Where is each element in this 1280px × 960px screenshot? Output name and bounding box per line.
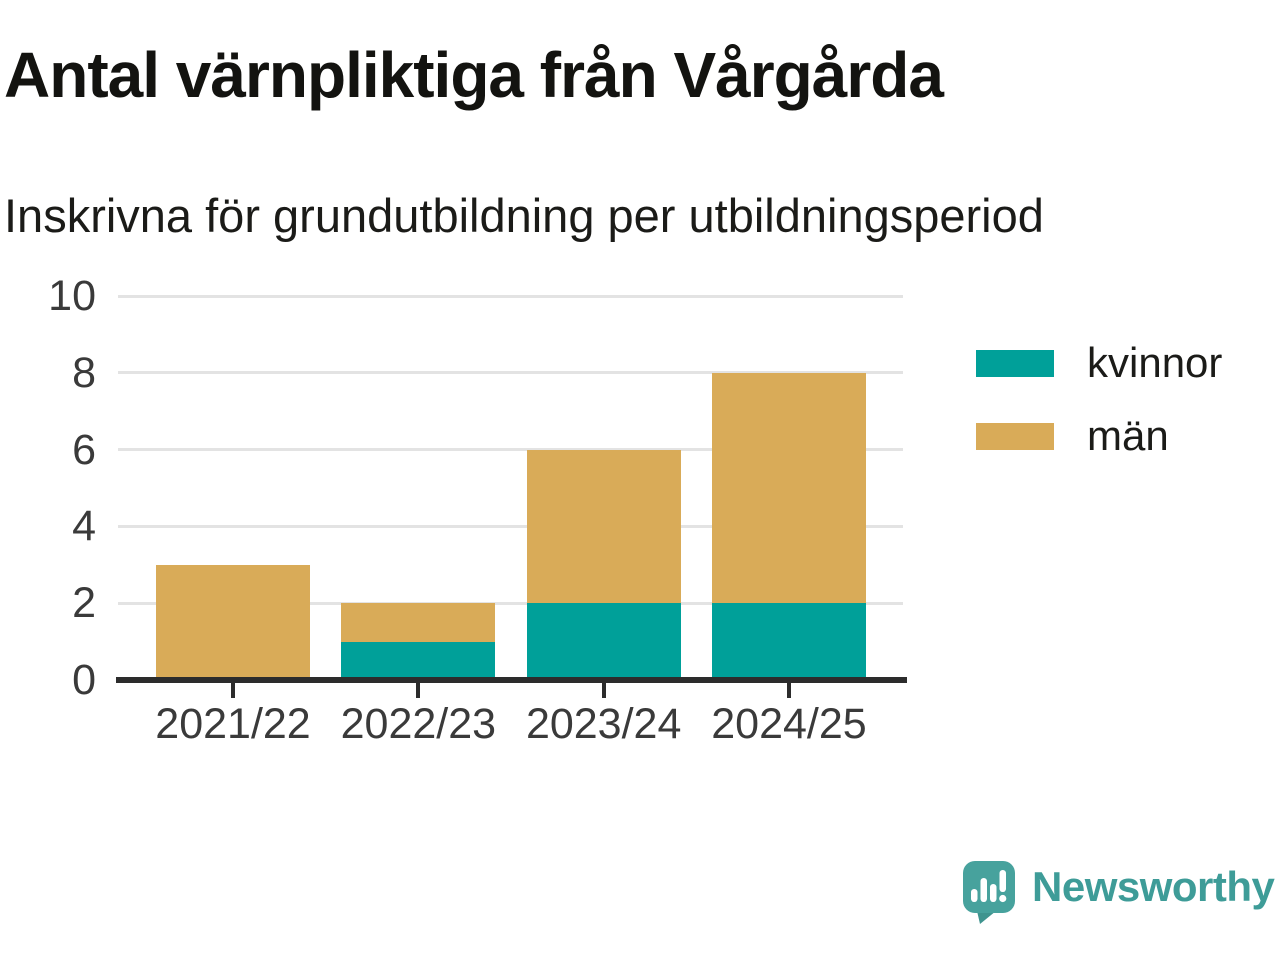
chart-subtitle: Inskrivna för grundutbildning per utbild… (4, 189, 1044, 242)
x-axis-label: 2023/24 (525, 700, 682, 748)
bar-segment-kvinnor (341, 641, 496, 680)
branding: Newsworthy (963, 861, 1275, 924)
legend-swatch-män (976, 422, 1054, 450)
newsworthy-logo-text: Newsworthy (1032, 863, 1275, 910)
legend-label-män: män (1087, 412, 1169, 459)
y-axis-label: 10 (48, 272, 96, 320)
x-tick-mark (786, 683, 791, 698)
x-axis-label: 2021/22 (155, 700, 311, 748)
bar-segment-kvinnor (526, 603, 681, 680)
legend-item-kvinnor: kvinnor (976, 342, 1222, 384)
gridline-y-6 (118, 448, 903, 452)
bar-segment-kvinnor (711, 603, 866, 680)
x-tick-mark (231, 683, 235, 698)
chart-title: Antal värnpliktiga från Vårgårda (4, 39, 944, 111)
legend-item-män: män (976, 415, 1222, 457)
x-axis-line (116, 677, 907, 683)
legend-swatch-kvinnor (976, 349, 1054, 377)
x-axis-label: 2024/25 (711, 700, 867, 748)
legend: kvinnor män (976, 342, 1222, 457)
y-axis-label: 2 (72, 579, 96, 628)
y-axis-label: 0 (72, 656, 96, 704)
newsworthy-logo-icon (963, 861, 1015, 924)
x-tick-mark (601, 683, 606, 698)
gridline-y-2 (118, 601, 903, 605)
gridline-y-10 (118, 294, 903, 298)
gridline-y-4 (118, 524, 903, 528)
x-tick-mark (416, 683, 421, 698)
bar-segment-män (526, 449, 681, 604)
gridline-y-8 (118, 371, 903, 375)
bar-segment-män (156, 564, 310, 680)
y-axis-label: 4 (72, 502, 96, 551)
x-axis-label: 2022/23 (340, 700, 497, 748)
bar-segment-män (711, 372, 866, 604)
y-axis-label: 6 (72, 425, 96, 474)
legend-label-kvinnor: kvinnor (1087, 339, 1223, 386)
bar-segment-män (341, 603, 496, 642)
y-axis-label: 8 (72, 348, 96, 397)
